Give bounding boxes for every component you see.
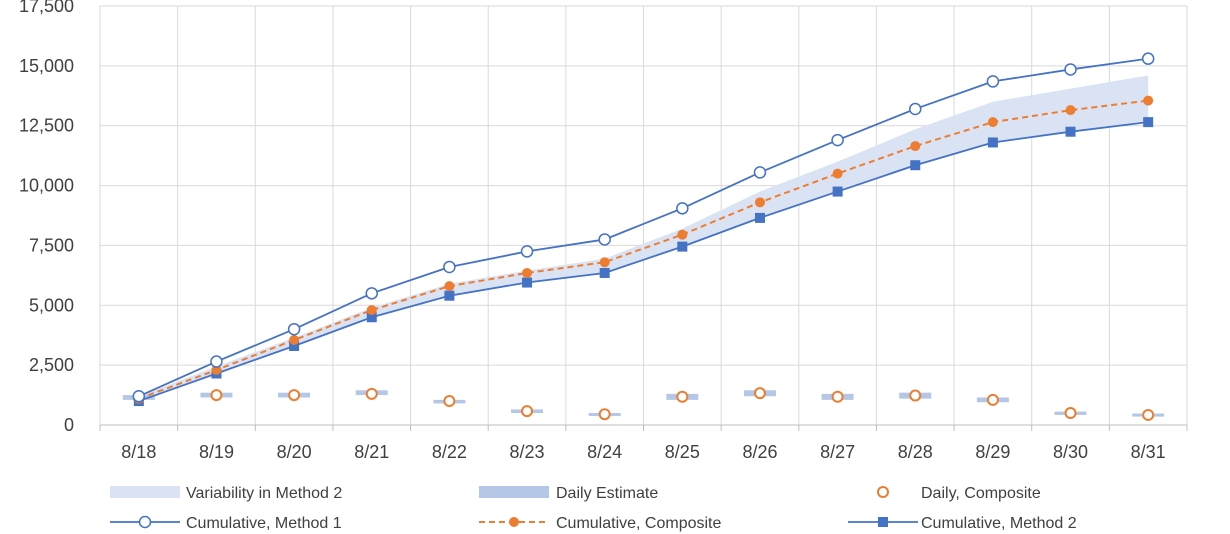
x-tick-label: 8/21 <box>354 442 389 462</box>
cumulative-method-1-point <box>365 287 378 300</box>
daily-composite-point <box>443 395 456 408</box>
legend-label: Cumulative, Method 2 <box>921 515 1077 532</box>
cumulative-method-2-point <box>444 290 455 301</box>
cumulative-method-1-point <box>598 233 611 246</box>
legend-label: Daily Estimate <box>556 485 658 502</box>
cumulative-composite-point <box>754 197 765 208</box>
cumulative-method-2-point <box>754 212 765 223</box>
cumulative-method-2-point <box>910 160 921 171</box>
legend-label: Cumulative, Method 1 <box>186 515 342 532</box>
cumulative-composite-point <box>522 267 533 278</box>
cumulative-method-1-point <box>1141 52 1155 65</box>
cumulative-method-1-point <box>210 355 223 368</box>
gridlines <box>99 5 1188 426</box>
series-markers <box>132 52 1155 421</box>
legend-swatch-method-1-marker <box>138 515 152 529</box>
cumulative-method-2-point <box>987 137 998 148</box>
cumulative-method-1-point <box>676 202 689 215</box>
cumulative-method-1-point <box>132 390 146 403</box>
x-tick-label: 8/23 <box>510 442 545 462</box>
legend-label: Cumulative, Composite <box>556 515 722 532</box>
cumulative-method-2-point <box>1065 126 1076 137</box>
x-tick-label: 8/18 <box>121 442 156 462</box>
y-tick-label: 5,000 <box>29 295 74 315</box>
cumulative-composite-point <box>366 305 377 316</box>
cumulative-method-1-point <box>753 166 767 179</box>
x-tick-label: 8/28 <box>898 442 933 462</box>
x-tick-label: 8/26 <box>742 442 777 462</box>
cumulative-method-1-line <box>138 57 1149 398</box>
cumulative-composite-point <box>289 335 300 346</box>
y-tick-label: 0 <box>64 415 74 435</box>
cumulative-method-2-point <box>522 277 533 288</box>
y-tick-label: 15,000 <box>19 56 74 76</box>
x-tick-label: 8/24 <box>587 442 622 462</box>
x-tick-label: 8/25 <box>665 442 700 462</box>
daily-composite-point <box>365 387 378 400</box>
y-tick-label: 2,500 <box>29 355 74 375</box>
y-tick-label: 10,000 <box>19 176 74 196</box>
variability-band <box>138 75 1149 402</box>
daily-composite-point <box>521 405 534 418</box>
legend-swatch-daily-composite <box>877 486 889 498</box>
legend-label: Variability in Method 2 <box>186 485 342 502</box>
daily-composite-point <box>288 389 301 402</box>
cumulative-method-1-point <box>443 260 456 274</box>
cumulative-method-2-point <box>677 241 688 252</box>
cumulative-composite-point <box>211 364 222 375</box>
legend-swatch-variability <box>110 486 180 498</box>
daily-composite-point <box>753 387 766 400</box>
cumulative-method-2-point <box>289 340 300 351</box>
cumulative-method-2-line <box>138 121 1149 402</box>
cumulative-method-1-point <box>831 133 844 147</box>
legend-swatch-daily-estimate <box>479 486 549 498</box>
legend-swatch-composite-marker <box>509 517 519 527</box>
cumulative-composite-point <box>677 229 688 240</box>
daily-composite-point <box>1142 408 1155 421</box>
cumulative-method-1-point <box>986 75 1000 88</box>
cumulative-method-1-point <box>909 102 922 116</box>
cumulative-composite-point <box>832 168 843 179</box>
daily-composite-point <box>676 390 689 403</box>
series-lines <box>138 57 1149 402</box>
cumulative-composite-point <box>987 117 998 128</box>
cumulative-method-2-point <box>832 186 843 197</box>
cumulative-composite-point <box>1143 95 1154 106</box>
axis-labels: 0 2,500 5,000 7,500 10,000 12,500 15,000 17,500… <box>19 0 1188 462</box>
variability-band-area <box>138 75 1149 402</box>
cumulative-composite-point <box>1065 105 1076 116</box>
y-tick-label: 7,500 <box>29 235 74 255</box>
daily-composite-point <box>909 389 922 402</box>
cumulative-composite-point <box>444 281 455 292</box>
cumulative-method-1-point <box>1064 63 1077 76</box>
daily-composite-point <box>210 389 223 402</box>
daily-composite-point <box>1064 407 1077 420</box>
x-tick-label: 8/30 <box>1053 442 1088 462</box>
daily-composite-point <box>986 393 999 406</box>
x-tick-label: 8/27 <box>820 442 855 462</box>
y-tick-label: 12,500 <box>19 116 74 136</box>
x-tick-label: 8/29 <box>975 442 1010 462</box>
x-tick-label: 8/19 <box>199 442 234 462</box>
x-tick-label: 8/20 <box>277 442 312 462</box>
legend: Variability in Method 2 Daily Estimate Dai… <box>110 485 1077 532</box>
cumulative-method-1-point <box>287 322 301 336</box>
legend-swatch-method-2-marker <box>878 517 888 527</box>
cumulative-method-2-point <box>366 312 377 323</box>
cumulative-method-1-point <box>520 245 534 258</box>
daily-composite-point <box>831 390 844 403</box>
cumulative-method-2-point <box>599 267 610 278</box>
cumulative-composite-point <box>910 141 921 152</box>
legend-label: Daily, Composite <box>921 485 1041 502</box>
x-tick-label: 8/22 <box>432 442 467 462</box>
x-tick-label: 8/31 <box>1131 442 1166 462</box>
cumulative-method-2-point <box>1143 117 1154 128</box>
daily-composite-point <box>598 408 611 421</box>
y-tick-label: 17,500 <box>19 0 74 16</box>
cumulative-composite-point <box>599 257 610 268</box>
